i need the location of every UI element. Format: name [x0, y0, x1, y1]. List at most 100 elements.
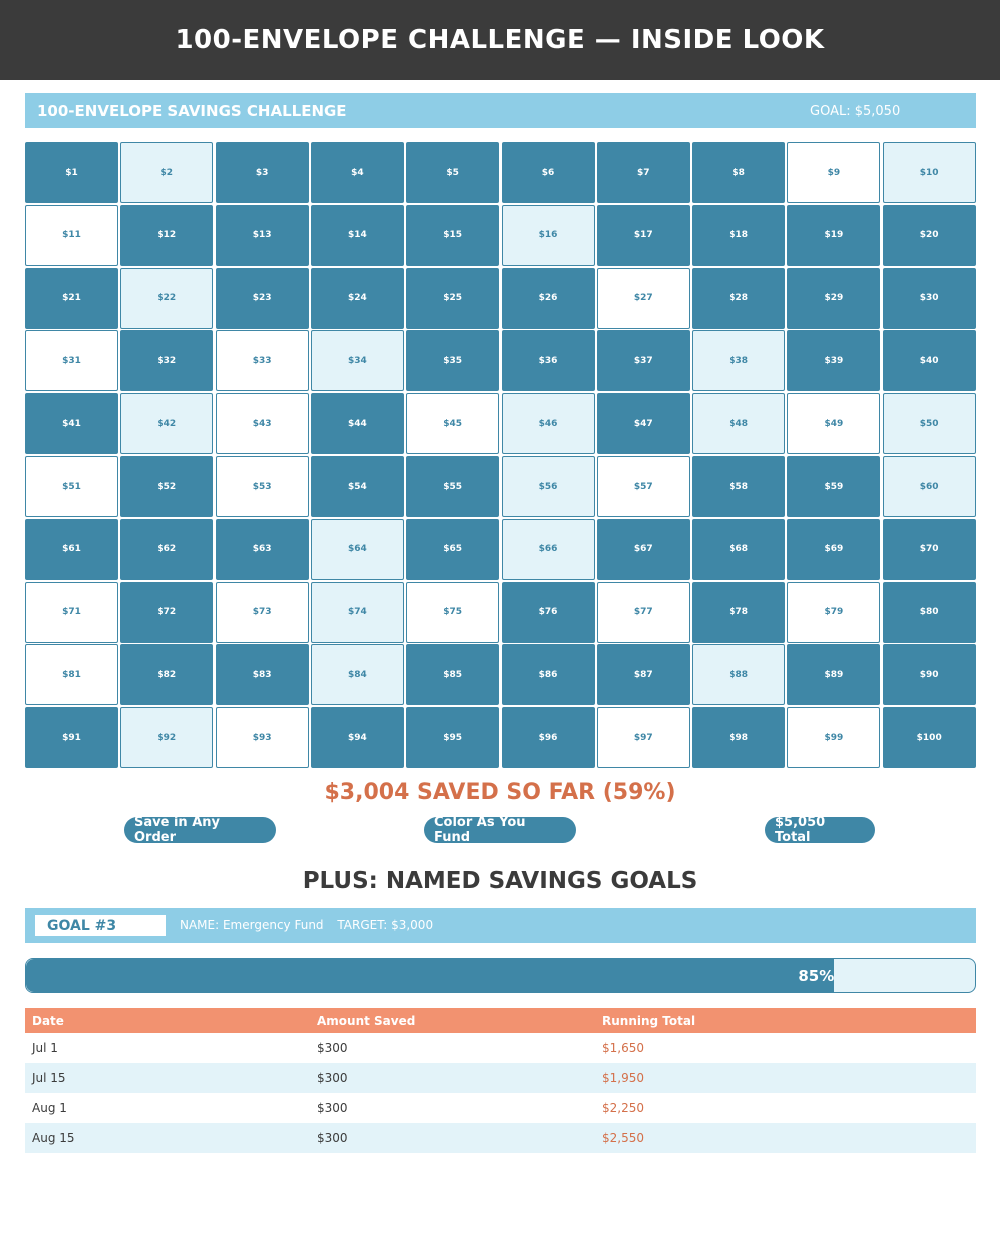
envelope-cell: $75: [406, 581, 500, 643]
challenge-goal: GOAL: $5,050: [810, 104, 901, 119]
envelope-cell: $71: [25, 581, 118, 643]
envelope-cell: $15: [406, 204, 500, 266]
envelope-cell: $91: [25, 707, 118, 769]
envelope-cell: $61: [25, 518, 118, 580]
envelope-cell: $42: [120, 393, 214, 455]
table-row: Aug 15 $300 $2,550: [25, 1123, 976, 1153]
envelope-cell: $62: [120, 518, 214, 580]
envelope-cell: $12: [120, 204, 214, 266]
envelope-cell: $28: [692, 267, 786, 329]
envelope-cell: $39: [787, 330, 881, 392]
envelope-cell: $45: [406, 393, 500, 455]
envelope-cell: $59: [787, 456, 881, 517]
envelope-cell: $44: [310, 393, 404, 455]
envelope-cell: $9: [787, 142, 881, 203]
table-header-row: Date Amount Saved Running Total: [25, 1008, 976, 1033]
envelope-cell: $92: [120, 707, 214, 769]
envelope-cell: $17: [596, 204, 690, 266]
banner-title: 100-ENVELOPE CHALLENGE — INSIDE LOOK: [175, 25, 825, 55]
envelope-cell: $88: [692, 644, 786, 706]
cell-running-total: $1,650: [602, 1041, 644, 1055]
envelope-cell: $89: [787, 644, 881, 706]
envelope-cell: $31: [25, 330, 118, 392]
table-row: Jul 1 $300 $1,650: [25, 1033, 976, 1063]
envelope-cell: $60: [882, 456, 976, 517]
envelope-cell: $23: [215, 267, 309, 329]
envelope-cell: $16: [501, 204, 595, 266]
envelope-cell: $20: [882, 204, 976, 266]
envelope-grid: $1 $2 $3 $4 $5 $6 $7 $8 $9 $10 $11 $12 $13 $14 $15 $16 $…: [25, 142, 976, 769]
envelope-cell: $5: [406, 142, 500, 203]
envelope-cell: $72: [120, 581, 214, 643]
table-row: Jul 15 $300 $1,950: [25, 1063, 976, 1093]
goal-progress-fill: [26, 959, 835, 992]
envelope-cell: $55: [406, 456, 500, 517]
pill-color-as-you-fund: Color As You Fund: [424, 815, 576, 845]
envelope-cell: $21: [25, 267, 118, 329]
envelope-cell: $98: [692, 707, 786, 769]
envelope-cell: $54: [310, 456, 404, 517]
envelope-cell: $85: [406, 644, 500, 706]
envelope-cell: $38: [692, 330, 786, 392]
goal-target: TARGET: $3,000: [337, 918, 434, 932]
envelope-cell: $68: [692, 518, 786, 580]
envelope-cell: $37: [596, 330, 690, 392]
envelope-cell: $58: [692, 456, 786, 517]
envelope-cell: $25: [406, 267, 500, 329]
goal-progress-bar: 85%: [25, 958, 976, 993]
envelope-cell: $64: [310, 518, 404, 580]
envelope-cell: $40: [882, 330, 976, 392]
envelope-cell: $93: [215, 707, 309, 769]
goal-badge: GOAL #3: [35, 915, 166, 936]
table-row: Aug 1 $300 $2,250: [25, 1093, 976, 1123]
envelope-cell: $47: [596, 393, 690, 455]
envelope-cell: $30: [882, 267, 976, 329]
envelope-cell: $77: [596, 581, 690, 643]
envelope-cell: $2: [120, 142, 214, 203]
envelope-cell: $46: [501, 393, 595, 455]
envelope-cell: $100: [882, 707, 976, 769]
cell-amount: $300: [310, 1123, 595, 1153]
envelope-cell: $48: [692, 393, 786, 455]
envelope-cell: $7: [596, 142, 690, 203]
cell-date: Aug 15: [25, 1123, 310, 1153]
envelope-cell: $14: [310, 204, 404, 266]
envelope-cell: $97: [596, 707, 690, 769]
envelope-cell: $1: [25, 142, 118, 203]
envelope-cell: $6: [501, 142, 595, 203]
column-header-amount: Amount Saved: [310, 1008, 595, 1033]
cell-date: Jul 15: [25, 1063, 310, 1093]
envelope-cell: $95: [406, 707, 500, 769]
envelope-cell: $52: [120, 456, 214, 517]
deposit-table: Date Amount Saved Running Total Jul 1 $3…: [25, 1008, 976, 1153]
top-banner: 100-ENVELOPE CHALLENGE — INSIDE LOOK: [0, 0, 1000, 80]
envelope-cell: $26: [501, 267, 595, 329]
envelope-cell: $99: [787, 707, 881, 769]
envelope-cell: $90: [882, 644, 976, 706]
envelope-cell: $13: [215, 204, 309, 266]
envelope-cell: $84: [310, 644, 404, 706]
envelope-cell: $35: [406, 330, 500, 392]
column-header-running-total: Running Total: [595, 1008, 976, 1033]
envelope-cell: $41: [25, 393, 118, 455]
envelope-cell: $29: [787, 267, 881, 329]
envelope-cell: $3: [215, 142, 309, 203]
envelope-cell: $32: [120, 330, 214, 392]
envelope-cell: $86: [501, 644, 595, 706]
envelope-cell: $57: [596, 456, 690, 517]
saved-summary: $3,004 SAVED SO FAR (59%): [324, 780, 676, 805]
envelope-cell: $82: [120, 644, 214, 706]
cell-date: Aug 1: [32, 1101, 67, 1115]
cell-running-total: $2,250: [602, 1101, 644, 1115]
envelope-cell: $36: [501, 330, 595, 392]
challenge-title: 100-ENVELOPE SAVINGS CHALLENGE: [37, 102, 347, 120]
envelope-cell: $81: [25, 644, 118, 706]
envelope-cell: $96: [501, 707, 595, 769]
envelope-cell: $78: [692, 581, 786, 643]
envelope-cell: $18: [692, 204, 786, 266]
envelope-cell: $69: [787, 518, 881, 580]
envelope-cell: $22: [120, 267, 214, 329]
goal-meta: NAME: Emergency Fund TARGET: $3,000: [180, 918, 443, 932]
envelope-cell: $10: [882, 142, 976, 203]
envelope-cell: $43: [215, 393, 309, 455]
